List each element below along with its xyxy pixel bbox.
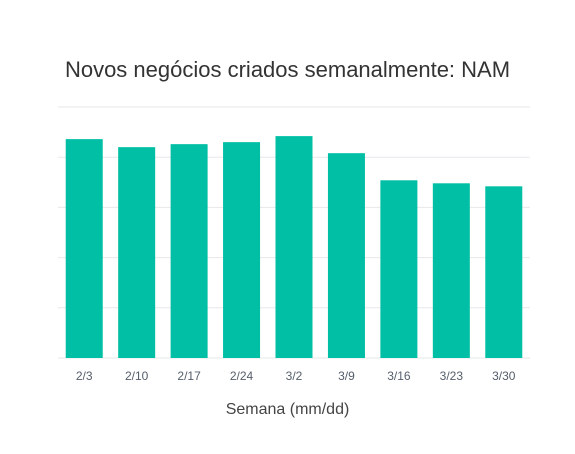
- bar-2-3: [65, 139, 103, 358]
- bar-3-2: [275, 136, 313, 358]
- bar-2-24: [223, 142, 261, 358]
- bar-3-30: [485, 186, 523, 358]
- x-tick-label: 3/16: [387, 369, 411, 383]
- x-tick-label: 3/2: [286, 369, 303, 383]
- x-tick-label: 2/10: [125, 369, 149, 383]
- x-tick-label: 3/23: [440, 369, 464, 383]
- x-tick-label: 3/9: [338, 369, 355, 383]
- x-tick-label: 2/3: [76, 369, 93, 383]
- bar-2-10: [118, 147, 156, 358]
- x-tick-label: 2/17: [177, 369, 201, 383]
- bar-3-16: [380, 180, 418, 358]
- chart-title: Novos negócios criados semanalmente: NAM: [64, 57, 511, 82]
- bar-2-17: [170, 144, 208, 358]
- x-tick-label: 2/24: [230, 369, 254, 383]
- bar-3-9: [327, 153, 365, 358]
- x-tick-label: 3/30: [492, 369, 516, 383]
- x-axis-title: Semana (mm/dd): [225, 401, 350, 418]
- bar-3-23: [432, 183, 470, 358]
